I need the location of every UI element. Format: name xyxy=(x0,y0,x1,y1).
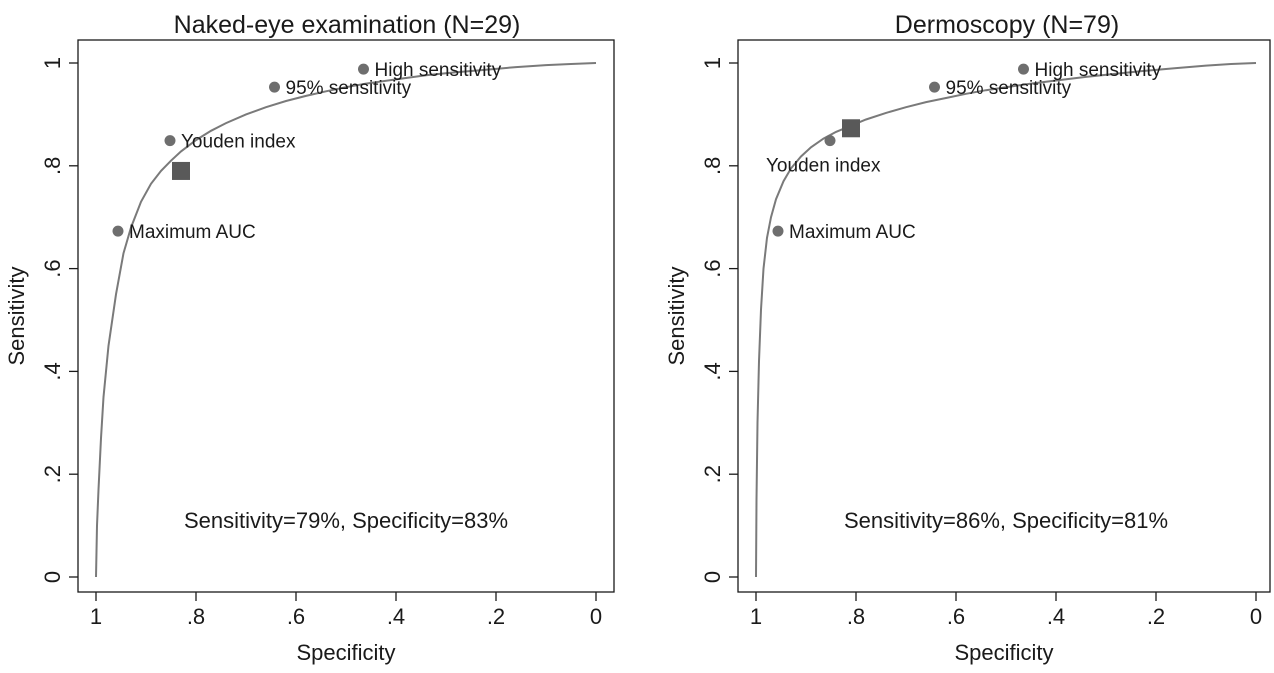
roc-curve-line xyxy=(95,62,597,578)
y-tick-label: .4 xyxy=(700,362,725,380)
x-tick-label: .8 xyxy=(187,604,205,629)
x-tick-label: 0 xyxy=(590,604,602,629)
y-tick-label: 1 xyxy=(40,57,65,69)
y-tick-label: .2 xyxy=(700,465,725,483)
x-tick-label: .2 xyxy=(487,604,505,629)
chart-title: Dermoscopy (N=79) xyxy=(895,11,1119,39)
roc-point-marker xyxy=(929,81,940,93)
roc-point-label: Youden index xyxy=(181,132,296,153)
roc-point-marker xyxy=(269,81,280,93)
roc-point-label: 95% sensitivity xyxy=(286,78,412,99)
y-tick-label: .4 xyxy=(40,362,65,380)
x-tick-label: .4 xyxy=(1047,604,1065,629)
y-axis-label: Sensitivity xyxy=(664,266,689,365)
y-tick-label: 1 xyxy=(700,57,725,69)
chart-title: Naked-eye examination (N=29) xyxy=(174,11,521,39)
roc-point-marker xyxy=(1018,63,1029,75)
plot-frame xyxy=(77,39,615,593)
performance-annotation: Sensitivity=79%, Specificity=83% xyxy=(184,508,508,533)
performance-annotation: Sensitivity=86%, Specificity=81% xyxy=(844,508,1168,533)
x-axis-label: Specificity xyxy=(296,640,395,665)
x-tick-label: .6 xyxy=(947,604,965,629)
roc-point-label: 95% sensitivity xyxy=(946,78,1072,99)
roc-point-label: Maximum AUC xyxy=(789,222,916,243)
x-tick-label: 1 xyxy=(90,604,102,629)
roc-point-marker xyxy=(112,225,124,237)
y-tick-label: .8 xyxy=(40,157,65,175)
x-tick-label: .2 xyxy=(1147,604,1165,629)
roc-point-marker xyxy=(358,63,369,75)
roc-point-marker xyxy=(772,225,784,237)
roc-point-label: Youden index xyxy=(766,156,881,177)
roc-curve-line xyxy=(755,62,1257,578)
y-tick-label: 0 xyxy=(40,571,65,583)
roc-point-marker xyxy=(824,135,836,147)
y-tick-label: .2 xyxy=(40,465,65,483)
x-tick-label: .4 xyxy=(387,604,405,629)
operating-point-marker xyxy=(172,161,190,180)
operating-point-marker xyxy=(842,119,860,138)
roc-point-label: High sensitivity xyxy=(1035,60,1162,81)
y-tick-label: .8 xyxy=(700,157,725,175)
y-tick-label: 0 xyxy=(700,571,725,583)
x-tick-label: 1 xyxy=(750,604,762,629)
y-axis-label: Sensitivity xyxy=(4,266,29,365)
roc-point-marker xyxy=(164,135,176,147)
y-tick-label: .6 xyxy=(700,259,725,277)
roc-point-label: Maximum AUC xyxy=(129,222,256,243)
x-axis-label: Specificity xyxy=(954,640,1053,665)
chart-panel-2: Dermoscopy (N=79) 1 .8 .6 .4 .2 0 0 .2 .4 .6 .8 1 Spe… xyxy=(664,11,1271,665)
y-tick-label: .6 xyxy=(40,259,65,277)
plot-frame xyxy=(737,39,1271,593)
roc-point-label: High sensitivity xyxy=(375,60,502,81)
x-tick-label: 0 xyxy=(1250,604,1262,629)
chart-panel-1: Naked-eye examination (N=29) 1 .8 .6 .4 .2 0 0.… xyxy=(4,11,615,665)
x-tick-label: .8 xyxy=(847,604,865,629)
x-tick-label: .6 xyxy=(287,604,305,629)
